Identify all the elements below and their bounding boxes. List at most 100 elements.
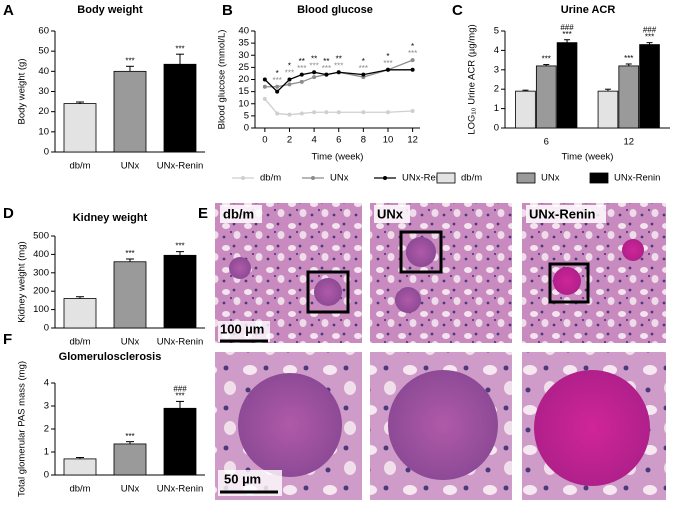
zoom-box xyxy=(306,270,350,314)
y-tick-label: 35 xyxy=(238,38,249,49)
y-axis-label: LOG₁₀ Urine ACR (µg/mg) xyxy=(467,24,478,134)
y-axis-label: Body weight (g) xyxy=(17,58,28,124)
point xyxy=(410,67,415,72)
y-tick-label: 30 xyxy=(238,50,249,61)
point xyxy=(410,109,415,114)
x-tick-label: 12 xyxy=(407,135,418,146)
legend-label: UNx xyxy=(541,173,560,184)
point xyxy=(385,110,390,115)
zoom-box xyxy=(548,262,590,304)
annotation: ** xyxy=(299,57,305,66)
annotation: *** xyxy=(645,33,654,42)
point xyxy=(287,82,292,87)
bar xyxy=(639,44,660,129)
bar xyxy=(535,65,557,129)
point xyxy=(299,79,304,84)
bar xyxy=(163,254,197,329)
annotation: *** xyxy=(309,61,318,70)
point xyxy=(312,70,317,75)
point xyxy=(287,77,292,82)
annotation: *** xyxy=(359,64,368,73)
y-tick-label: 0 xyxy=(44,323,49,334)
y-tick-label: 40 xyxy=(238,26,249,37)
x-tick-label: 0 xyxy=(262,135,267,146)
y-tick-label: 0 xyxy=(44,470,49,481)
annotation: *** xyxy=(334,61,343,70)
y-tick-label: 60 xyxy=(38,26,49,37)
y-tick-label: 10 xyxy=(238,98,249,109)
legend-label: db/m xyxy=(461,173,482,184)
annotation: ** xyxy=(323,57,329,66)
y-tick-label: 20 xyxy=(38,106,49,117)
annotation: *** xyxy=(562,30,571,39)
point xyxy=(385,67,390,72)
x-tick-label: db/m xyxy=(69,337,90,348)
x-tick-label: 6 xyxy=(336,135,341,146)
legend-swatch xyxy=(436,172,456,184)
bar xyxy=(556,42,578,129)
point xyxy=(312,75,317,80)
annotation: * xyxy=(411,42,414,51)
glomerulus xyxy=(388,370,498,480)
x-tick-label: UNx-Renin xyxy=(157,484,203,495)
label-bg xyxy=(218,321,270,342)
x-tick-label: UNx-Renin xyxy=(157,337,203,348)
label-bg xyxy=(374,205,410,223)
x-tick-label: 4 xyxy=(311,135,316,146)
legend-marker xyxy=(311,176,315,180)
y-tick-label: 10 xyxy=(38,126,49,137)
y-tick-label: 3 xyxy=(44,401,49,412)
annotation: *** xyxy=(125,249,134,258)
panel-letter: A xyxy=(3,2,14,19)
x-axis-label: Time (week) xyxy=(312,152,364,163)
bar xyxy=(63,298,97,329)
y-tick-label: 5 xyxy=(494,26,499,37)
annotation: *** xyxy=(272,76,281,85)
y-tick-label: 1 xyxy=(44,447,49,458)
y-tick-label: 2 xyxy=(44,424,49,435)
point xyxy=(275,84,280,89)
y-tick-label: 30 xyxy=(38,86,49,97)
bar xyxy=(515,90,536,129)
y-tick-label: 2 xyxy=(494,84,499,95)
annotation: * xyxy=(288,62,291,71)
annotation: *** xyxy=(383,59,392,68)
chart-title: Glomerulosclerosis xyxy=(59,351,162,363)
bar xyxy=(63,103,97,153)
scale-bar-label: 100 µm xyxy=(220,321,264,336)
label-bg xyxy=(526,205,606,223)
point xyxy=(361,110,366,115)
chart-title: Urine ACR xyxy=(561,4,616,16)
legend-label: UNx-Renin xyxy=(402,173,448,184)
legend-label: UNx xyxy=(330,173,349,184)
glomerulus xyxy=(534,370,650,486)
annotation: *** xyxy=(125,432,134,441)
zoom-box xyxy=(399,230,443,274)
bar xyxy=(113,70,147,153)
x-tick-label: 12 xyxy=(623,137,634,148)
legend-swatch xyxy=(516,172,536,184)
annotation: *** xyxy=(175,392,184,401)
legend-label: UNx-Renin xyxy=(614,173,660,184)
y-axis-label: Kidney weight (mg) xyxy=(17,241,28,322)
annotation: * xyxy=(386,52,389,61)
point xyxy=(312,110,317,115)
y-tick-label: 200 xyxy=(33,286,49,297)
glomerulus xyxy=(622,239,644,261)
series-line xyxy=(264,98,413,116)
glomerulus xyxy=(314,278,342,306)
glomerulus xyxy=(238,373,342,477)
point xyxy=(299,111,304,116)
y-tick-label: 25 xyxy=(238,62,249,73)
bar xyxy=(618,65,640,129)
annotation: *** xyxy=(408,49,417,58)
point xyxy=(336,70,341,75)
panel-letter: F xyxy=(3,331,12,348)
legend-marker xyxy=(383,176,387,180)
annotation: ### xyxy=(643,26,657,35)
panel-letters: A B C D E F xyxy=(3,2,463,348)
annotation: ### xyxy=(173,385,187,394)
y-axis-label: Total glomerular PAS mass (mg) xyxy=(17,361,28,497)
y-tick-label: 0 xyxy=(244,123,249,134)
glomerulus xyxy=(406,237,436,267)
